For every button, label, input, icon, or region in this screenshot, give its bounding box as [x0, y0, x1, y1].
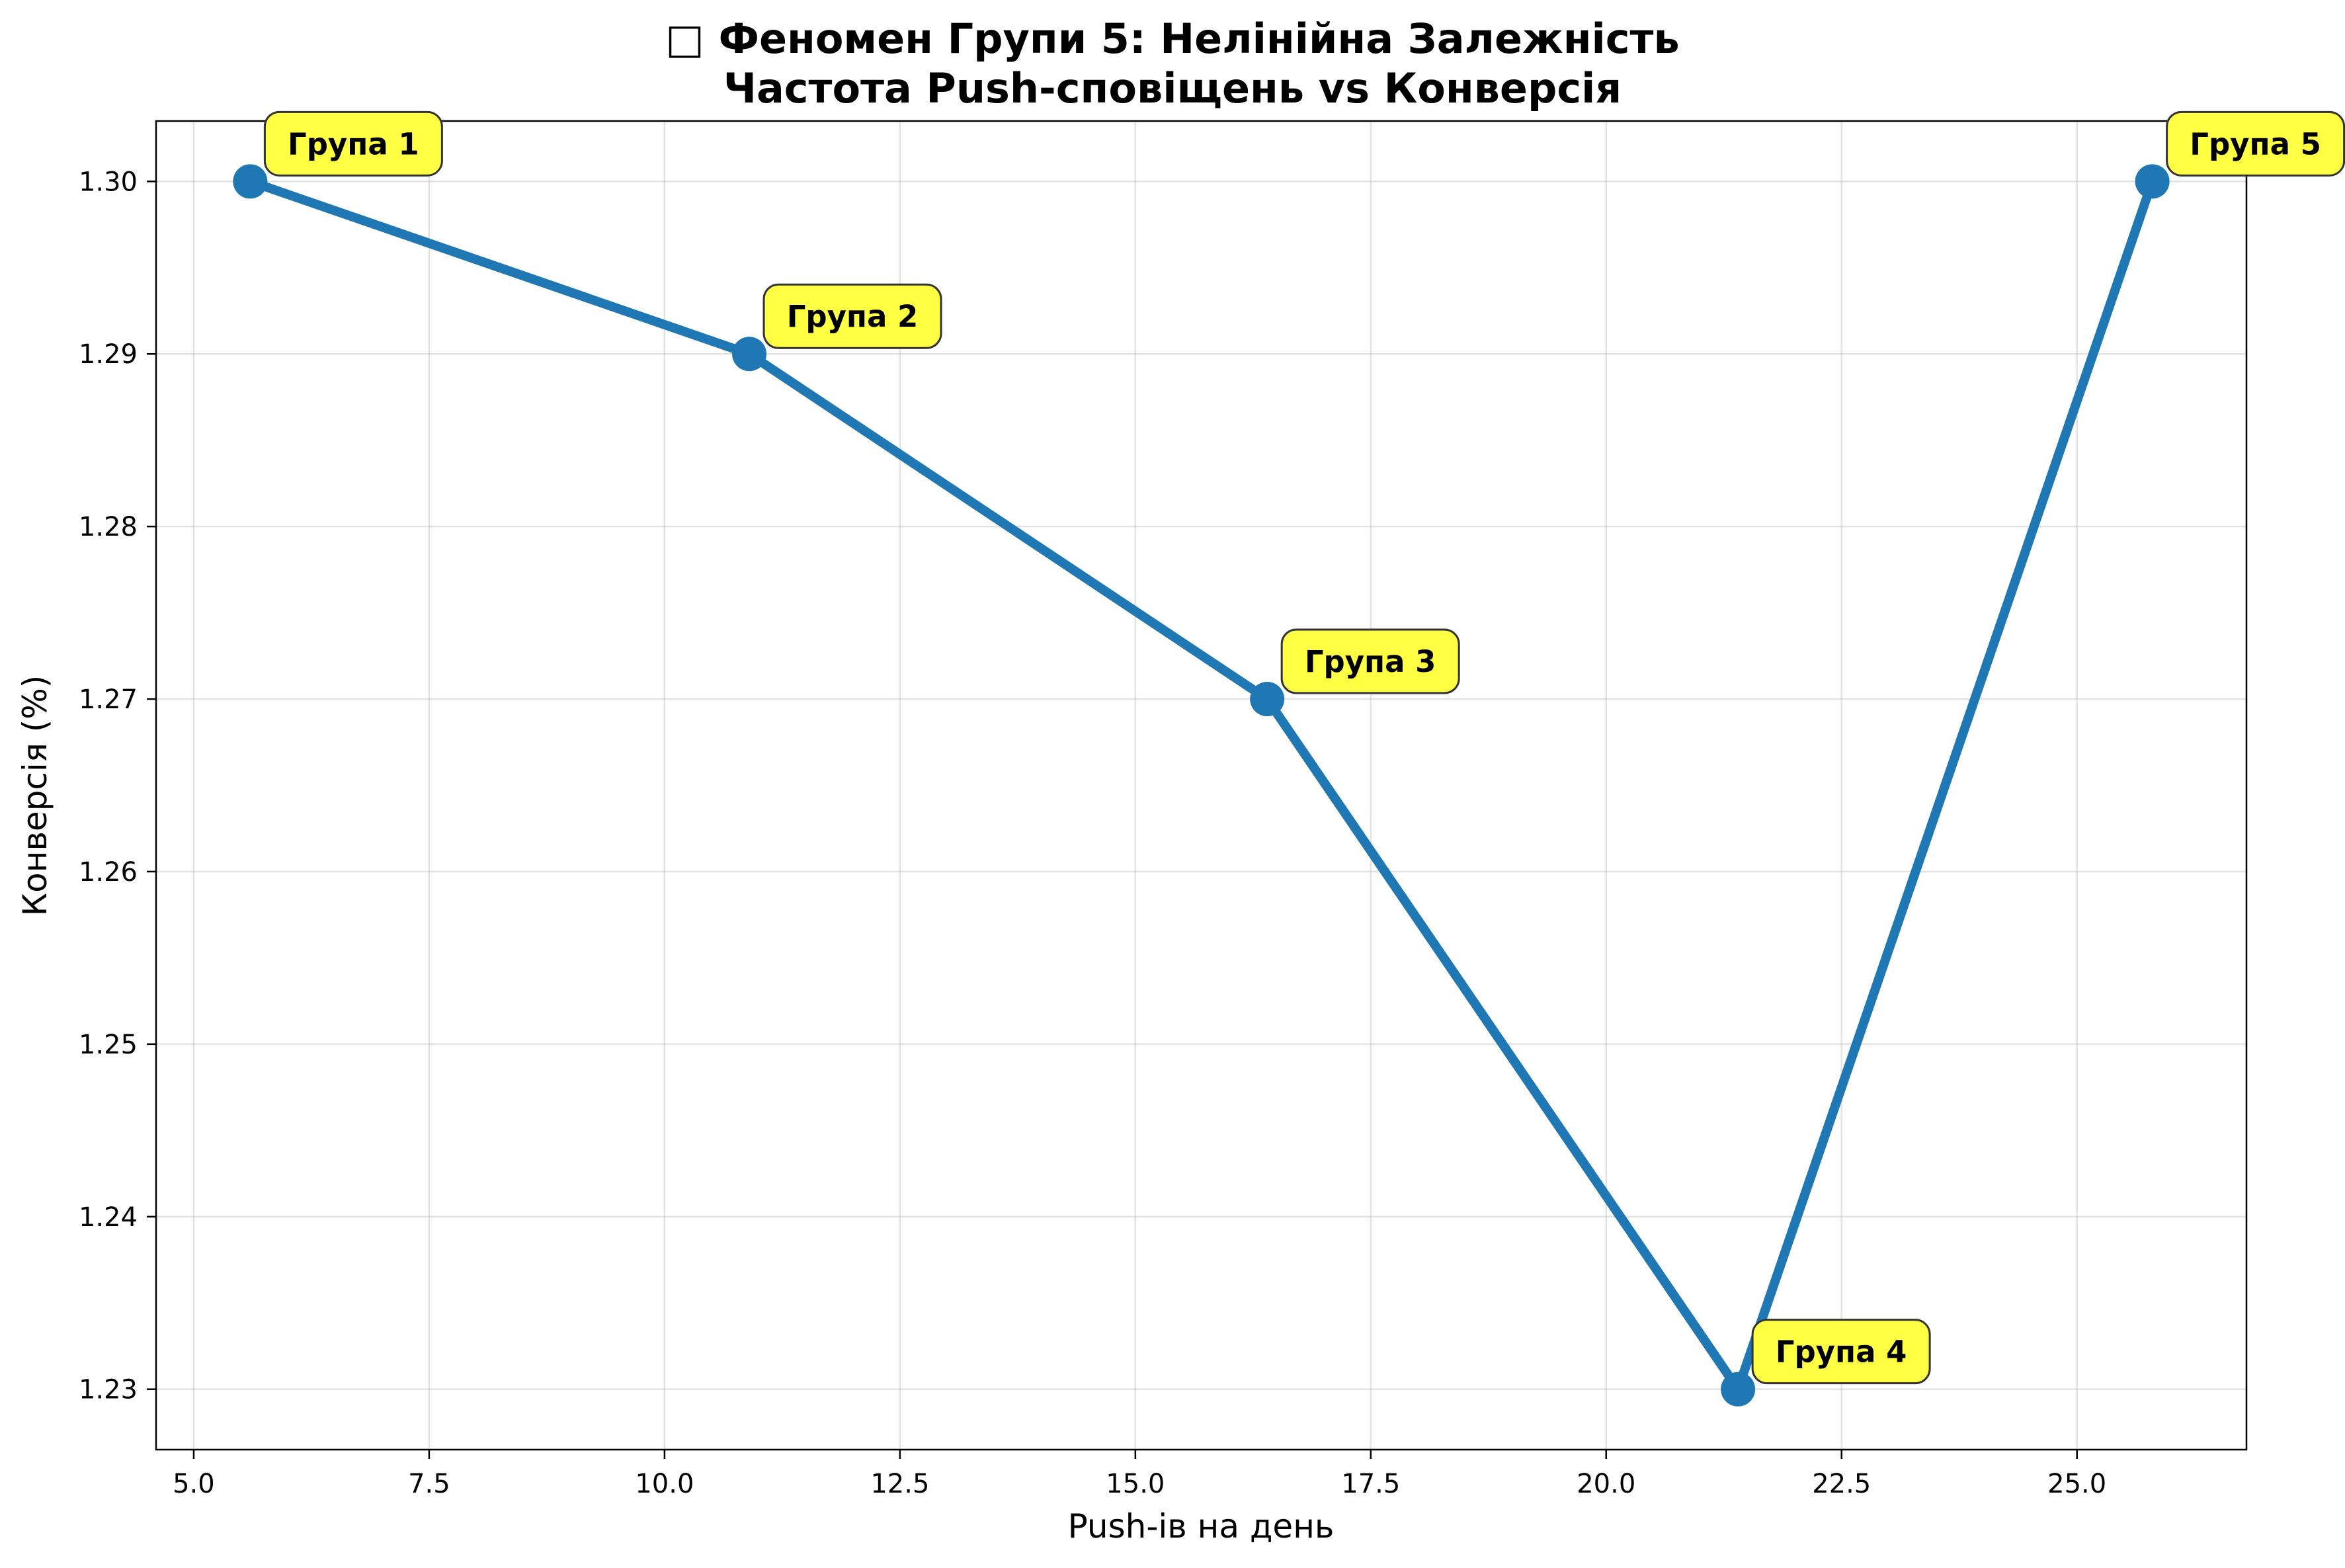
axes: 5.0 7.5 10.0 12.5 15.0 17.5 20.0 22.5 25.0 1.23 1.… [79, 120, 2248, 1499]
y-tick-label: 1.26 [79, 857, 138, 887]
point-annotation: Група 1 [263, 110, 443, 177]
x-tick-label: 5.0 [173, 1469, 215, 1499]
data-point [2135, 164, 2170, 199]
x-tick-label: 20.0 [1577, 1469, 1635, 1499]
y-tick-label: 1.23 [79, 1375, 138, 1405]
y-tick-label: 1.30 [79, 167, 138, 197]
x-tick-label: 25.0 [2047, 1469, 2106, 1499]
point-annotation: Група 5 [2166, 110, 2345, 177]
x-tick-label: 17.5 [1341, 1469, 1400, 1499]
x-axis-label: Push-ів на день [1068, 1507, 1335, 1546]
x-tick-label: 7.5 [408, 1469, 450, 1499]
y-axis-label: Конверсія (%) [16, 675, 54, 917]
x-tick-label: 10.0 [635, 1469, 694, 1499]
chart-title-line1: □ Феномен Групи 5: Нелінійна Залежність [665, 15, 1679, 63]
annotations: Група 1 Група 2 Група 3 Група 4 Група 5 [263, 110, 2345, 1385]
annotation-label: Група 4 [1776, 1335, 1907, 1370]
annotation-box [1751, 1319, 1931, 1385]
x-tick-label: 12.5 [870, 1469, 929, 1499]
y-tick-label: 1.24 [79, 1202, 138, 1233]
series [233, 164, 2170, 1407]
annotation-label: Група 1 [288, 126, 419, 161]
annotation-box [2166, 110, 2345, 177]
annotation-box [263, 110, 443, 177]
point-annotation: Група 4 [1751, 1319, 1931, 1385]
y-tick-label: 1.27 [79, 684, 138, 715]
plot-frame [155, 120, 2248, 1451]
annotation-box [762, 283, 942, 349]
point-annotation: Група 2 [762, 283, 942, 349]
grid [156, 121, 2246, 1450]
y-tick-label: 1.25 [79, 1030, 138, 1060]
data-point [1250, 682, 1285, 717]
point-annotation: Група 3 [1280, 628, 1460, 694]
chart-title-line2: Частота Push-сповіщень vs Конверсія [723, 64, 1622, 112]
data-point [1721, 1372, 1756, 1407]
data-point [732, 337, 767, 372]
y-tick-label: 1.28 [79, 512, 138, 542]
annotation-label: Група 5 [2190, 126, 2321, 161]
y-tick-label: 1.29 [79, 339, 138, 370]
data-point [233, 164, 268, 199]
x-tick-label: 22.5 [1812, 1469, 1871, 1499]
annotation-label: Група 3 [1305, 644, 1436, 679]
annotation-label: Група 2 [787, 299, 919, 334]
annotation-box [1280, 628, 1460, 694]
series-line [245, 177, 2157, 1394]
x-tick-label: 15.0 [1106, 1469, 1165, 1499]
